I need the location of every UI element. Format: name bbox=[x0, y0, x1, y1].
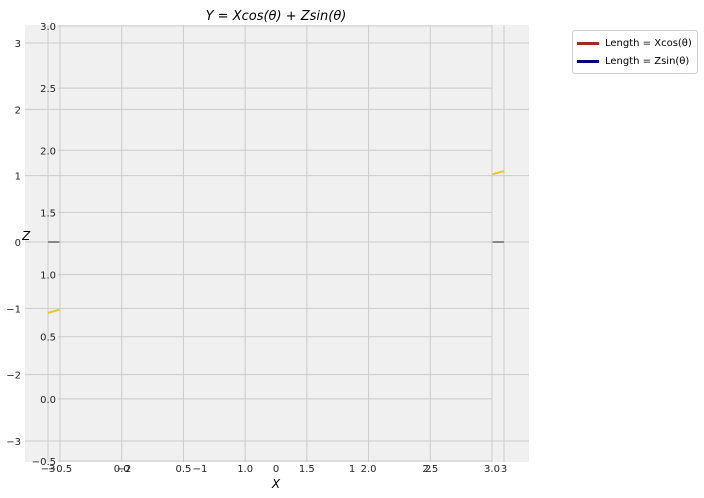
outer-x-tick-label: 1 bbox=[349, 464, 355, 475]
plot-background bbox=[25, 25, 529, 462]
outer-x-tick-label: −3 bbox=[41, 464, 56, 475]
outer-y-tick-label: −3 bbox=[6, 437, 21, 448]
series-line-3 bbox=[492, 170, 505, 176]
grid-layer bbox=[25, 25, 529, 462]
outer-x-tick-label: 3 bbox=[501, 464, 507, 475]
inner-x-tick-label: 1.0 bbox=[237, 464, 253, 475]
outer-y-tick-label: 0 bbox=[15, 238, 21, 249]
inner-y-tick-label: 0.5 bbox=[40, 333, 56, 344]
x-axis-label: X bbox=[271, 477, 281, 491]
inner-x-tick-label: 2.0 bbox=[361, 464, 377, 475]
series-line-2 bbox=[47, 308, 60, 314]
legend-swatch-zsin bbox=[577, 59, 599, 63]
outer-y-tick-label: −2 bbox=[6, 371, 21, 382]
outer-x-tick-label: −1 bbox=[193, 464, 208, 475]
outer-x-tick-label: −2 bbox=[117, 464, 132, 475]
inner-x-tick-label: 0.0 bbox=[114, 464, 130, 475]
outer-x-tick-label: 0 bbox=[273, 464, 279, 475]
legend-item-xcos: Length = Xcos(θ) bbox=[577, 36, 692, 50]
legend-swatch-xcos bbox=[577, 41, 599, 45]
marks-layer bbox=[47, 170, 505, 314]
inner-y-tick-label: −0.5 bbox=[32, 457, 56, 468]
inner-y-tick-label: 0.0 bbox=[40, 395, 56, 406]
inner-x-tick-label: 1.5 bbox=[299, 464, 315, 475]
y-axis-label: Z bbox=[21, 229, 31, 243]
inner-y-tick-label: 3.0 bbox=[40, 22, 56, 33]
inner-x-tick-label: 0.5 bbox=[175, 464, 191, 475]
inner-x-tick-label: −0.5 bbox=[48, 464, 72, 475]
inner-x-tick-label: 2.5 bbox=[422, 464, 438, 475]
outer-y-tick-label: 1 bbox=[15, 172, 21, 183]
legend-label-xcos: Length = Xcos(θ) bbox=[605, 37, 692, 49]
inner-y-tick-label: 1.0 bbox=[40, 271, 56, 282]
chart-title: Y = Xcos(θ) + Zsin(θ) bbox=[206, 9, 347, 24]
inner-x-tick-label: 3.0 bbox=[484, 464, 500, 475]
outer-x-tick-label: 2 bbox=[425, 464, 431, 475]
legend-item-zsin: Length = Zsin(θ) bbox=[577, 54, 689, 68]
inner-y-tick-label: 1.5 bbox=[40, 208, 56, 219]
outer-y-tick-label: 2 bbox=[15, 105, 21, 116]
legend: Length = Xcos(θ) Length = Zsin(θ) bbox=[572, 30, 698, 74]
inner-y-tick-label: 2.0 bbox=[40, 146, 56, 157]
legend-label-zsin: Length = Zsin(θ) bbox=[605, 55, 690, 67]
inner-y-tick-label: 2.5 bbox=[40, 84, 56, 95]
outer-y-tick-label: −1 bbox=[6, 304, 21, 315]
outer-y-tick-label: 3 bbox=[15, 39, 21, 50]
